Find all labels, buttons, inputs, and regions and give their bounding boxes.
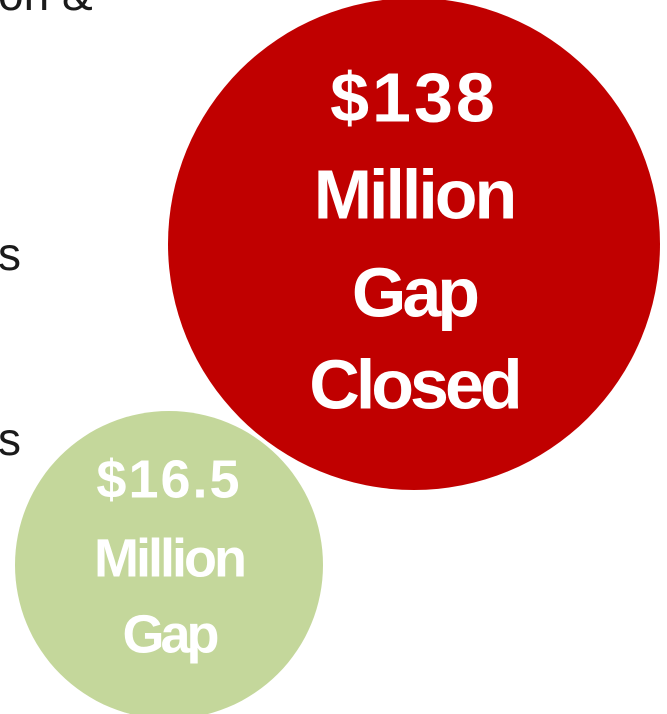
bubble-label: $16.5 xyxy=(96,449,241,509)
bubble-label: Closed xyxy=(309,345,519,423)
bubble-label: Gap xyxy=(352,253,477,331)
bubble-circle xyxy=(168,0,660,490)
bubble-label: Million xyxy=(314,155,515,233)
bubble: $16.5 Million Gap xyxy=(15,411,323,714)
text-fragment: on & xyxy=(0,0,93,20)
bubble-label: $138 xyxy=(330,58,498,136)
bubble-label: Million xyxy=(94,528,244,588)
bubble-label: Gap xyxy=(122,604,217,664)
bubble: $138 Million Gap Closed xyxy=(168,0,660,490)
bubble-circle xyxy=(15,411,323,714)
bubbles: $138 Million Gap Closed $16.5 Million Gap xyxy=(15,0,660,714)
text-fragment: s xyxy=(0,228,21,280)
text-fragment: s xyxy=(0,413,21,465)
